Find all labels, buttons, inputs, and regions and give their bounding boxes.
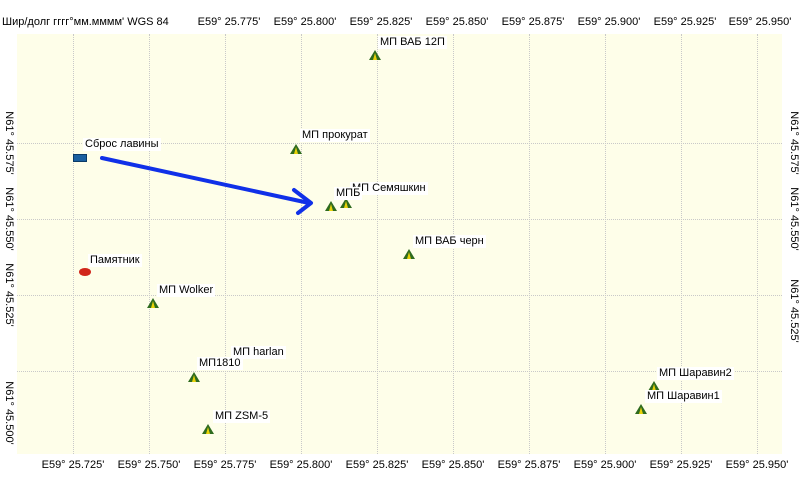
bottom-lon-tick: E59° 25.875' (497, 458, 561, 472)
waypoint-label-mp-semyashkin[interactable]: МП Семяшкин (350, 182, 428, 195)
bottom-lon-tick: E59° 25.850' (421, 458, 485, 472)
red-oval-icon[interactable] (79, 268, 91, 276)
top-lon-tick: E59° 25.825' (349, 15, 413, 29)
grid-line (17, 295, 782, 296)
bottom-lon-tick: E59° 25.950' (725, 458, 789, 472)
tent-icon[interactable] (290, 144, 302, 154)
tent-icon[interactable] (188, 372, 200, 382)
waypoint-label-avalanche-drop[interactable]: Сброс лавины (83, 138, 161, 151)
waypoint-label-mp-vab-chern[interactable]: МП ВАБ черн (413, 235, 486, 248)
tent-icon[interactable] (340, 198, 352, 208)
grid-line (149, 34, 150, 454)
waypoint-label-mp-b[interactable]: МПБ (334, 187, 363, 200)
tent-icon[interactable] (325, 201, 337, 211)
top-lon-tick: E59° 25.775' (197, 15, 261, 29)
top-lon-tick: E59° 25.875' (501, 15, 565, 29)
datum-label: Шир/долг гггг°мм.мммм' WGS 84 (2, 15, 169, 29)
top-lon-tick: E59° 25.950' (728, 15, 792, 29)
blue-rectangle-icon[interactable] (73, 154, 87, 162)
grid-line (73, 34, 74, 454)
grid-line (225, 34, 226, 454)
waypoint-label-mp-harlan[interactable]: МП harlan (231, 346, 286, 359)
bottom-lon-tick: E59° 25.775' (193, 458, 257, 472)
tent-icon[interactable] (648, 381, 660, 391)
tent-icon[interactable] (369, 50, 381, 60)
tent-icon[interactable] (202, 424, 214, 434)
tent-icon[interactable] (147, 298, 159, 308)
grid-line (17, 143, 782, 144)
grid-line (17, 219, 782, 220)
top-lon-tick: E59° 25.850' (425, 15, 489, 29)
waypoint-label-mp-zsm5[interactable]: МП ZSM-5 (213, 410, 271, 423)
tent-icon[interactable] (635, 404, 647, 414)
top-lon-tick: E59° 25.900' (577, 15, 641, 29)
grid-line (377, 34, 378, 454)
waypoint-label-mp-prokurat[interactable]: МП прокурат (300, 129, 370, 142)
bottom-lon-tick: E59° 25.800' (269, 458, 333, 472)
waypoint-label-monument[interactable]: Памятник (88, 254, 142, 267)
grid-line (681, 34, 682, 454)
grid-line (17, 371, 782, 372)
waypoint-label-mp-sharavin2[interactable]: МП Шаравин2 (657, 367, 734, 380)
top-lon-tick: E59° 25.800' (273, 15, 337, 29)
top-lon-tick: E59° 25.925' (653, 15, 717, 29)
grid-line (757, 34, 758, 454)
waypoint-label-mp-sharavin1[interactable]: МП Шаравин1 (645, 390, 722, 403)
waypoint-label-mp-vab-12p[interactable]: МП ВАБ 12П (378, 36, 447, 49)
bottom-lon-tick: E59° 25.725' (41, 458, 105, 472)
grid-line (529, 34, 530, 454)
grid-line (301, 34, 302, 454)
bottom-lon-tick: E59° 25.900' (573, 458, 637, 472)
tent-icon[interactable] (403, 249, 415, 259)
bottom-lon-tick: E59° 25.925' (649, 458, 713, 472)
waypoint-label-mp1810[interactable]: МП1810 (197, 357, 243, 370)
grid-line (605, 34, 606, 454)
bottom-lon-tick: E59° 25.750' (117, 458, 181, 472)
bottom-lon-tick: E59° 25.825' (345, 458, 409, 472)
waypoint-label-mp-wolker[interactable]: МП Wolker (157, 284, 216, 297)
